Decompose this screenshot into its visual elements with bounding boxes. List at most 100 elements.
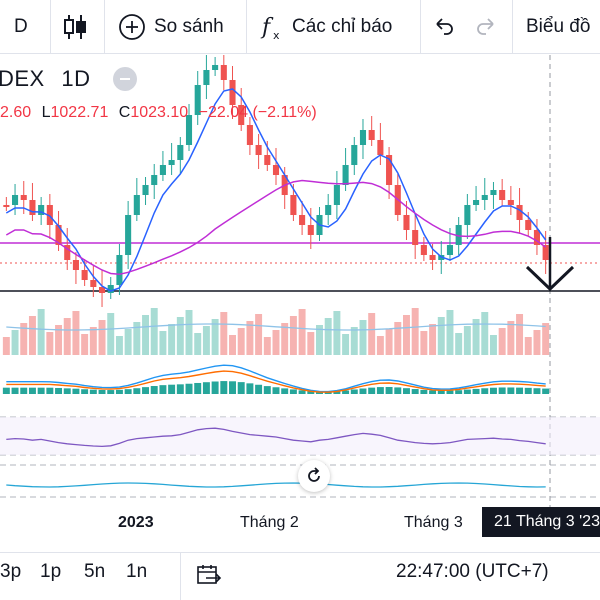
collapse-legend-button[interactable]: [113, 67, 137, 91]
macd-bar: [176, 384, 184, 394]
volume-bar: [159, 331, 167, 355]
candle-body: [38, 205, 45, 215]
interval-button[interactable]: D: [14, 0, 28, 54]
volume-bar: [307, 332, 315, 355]
volume-bar: [542, 323, 550, 355]
volume-bar: [420, 331, 428, 355]
volume-bar: [246, 321, 254, 355]
volume-bar: [63, 318, 71, 355]
volume-bar: [350, 327, 358, 355]
macd-bar: [55, 387, 63, 394]
volume-bar: [316, 325, 323, 355]
candlesticks: [3, 55, 549, 307]
candle-body: [116, 255, 123, 285]
macd-bar: [107, 390, 115, 394]
redo-button[interactable]: [474, 0, 498, 54]
close-value: 1023.10: [130, 104, 189, 121]
candle-body: [533, 230, 540, 245]
undo-button[interactable]: [432, 0, 456, 54]
macd-bar: [533, 388, 541, 394]
volume-bar: [411, 308, 419, 355]
volume-bar: [402, 315, 410, 355]
candle-body: [46, 205, 53, 225]
volume-bar: [507, 321, 515, 355]
volume-bar: [124, 329, 132, 355]
symbol-legend[interactable]: DEX 1D: [0, 66, 91, 92]
reset-icon: [308, 467, 320, 482]
macd-bar: [194, 382, 202, 394]
volume-bar: [498, 328, 506, 355]
close-label: C: [118, 104, 131, 121]
ma-fast-line: [5, 88, 547, 292]
bottom-bar: 3p 1p 5n 1n 22:47:00 (UTC+7): [0, 552, 600, 600]
volume-bar: [107, 313, 115, 355]
macd-bar: [46, 387, 54, 394]
volume-bar: [394, 322, 402, 355]
change-value: −22.04 (−2.11%): [198, 104, 317, 121]
down-arrow-annotation: [525, 237, 575, 292]
macd-bar: [507, 387, 515, 394]
macd-bar: [237, 382, 245, 394]
macd-signal-line: [6, 370, 546, 393]
low-label: L: [41, 104, 51, 121]
ohlc-legend: 2.60 L1022.71 C1023.10 −22.04 (−2.11%): [0, 104, 317, 122]
candle-type-button[interactable]: [62, 0, 88, 54]
range-3m-button[interactable]: 3p: [0, 561, 22, 582]
chart-type-button[interactable]: Biểu đồ: [526, 0, 590, 54]
macd-bar: [394, 387, 402, 394]
chart-area[interactable]: [0, 55, 600, 507]
compare-label: So sánh: [154, 16, 224, 37]
volume-bar: [37, 309, 45, 355]
svg-text:x: x: [273, 29, 280, 42]
date-range-button[interactable]: [196, 563, 222, 593]
volume-bar: [437, 317, 445, 355]
top-toolbar: D So sánh f x Các chỉ báo: [0, 0, 600, 54]
time-label-2023: 2023: [118, 514, 154, 531]
macd-histogram: [2, 381, 550, 394]
candle-body: [55, 225, 62, 245]
indicators-button[interactable]: f x Các chỉ báo: [260, 0, 392, 54]
candle-body: [307, 225, 314, 235]
candle-body: [403, 215, 410, 230]
volume-bar: [263, 337, 271, 355]
range-5d-button[interactable]: 5n: [84, 561, 106, 582]
macd-bar: [263, 386, 271, 394]
candle-body: [177, 145, 184, 160]
toolbar-divider: [512, 0, 513, 54]
time-axis[interactable]: 2023 Tháng 2 Tháng 3: [0, 507, 600, 539]
candle-body: [220, 65, 227, 80]
macd-bar: [289, 389, 297, 394]
range-1m-button[interactable]: 1p: [40, 561, 62, 582]
macd-bar: [81, 389, 89, 394]
volume-bar: [20, 323, 28, 355]
reset-chart-button[interactable]: [298, 460, 330, 492]
candle-body: [72, 260, 79, 270]
volume-bar: [133, 322, 141, 355]
candle-body: [229, 80, 236, 105]
candle-body: [12, 195, 19, 205]
chart-type-label: Biểu đồ: [526, 16, 591, 37]
candle-body: [203, 70, 210, 85]
candle-body: [412, 230, 419, 245]
macd-bar: [516, 387, 524, 394]
candle-body: [351, 145, 358, 165]
macd-bar: [350, 389, 358, 394]
volume-bar: [359, 320, 367, 355]
candle-body: [499, 190, 506, 200]
chart-canvas[interactable]: [0, 55, 600, 507]
volume-ma-line: [6, 323, 546, 331]
macd-bar: [542, 388, 550, 394]
macd-bar: [150, 386, 158, 394]
low-value: 1022.71: [50, 104, 109, 121]
candle-body: [194, 85, 201, 115]
clock-timezone[interactable]: 22:47:00 (UTC+7): [396, 561, 549, 582]
candlestick-icon: [64, 15, 86, 39]
candle-body: [420, 245, 427, 255]
compare-button[interactable]: So sánh: [118, 0, 224, 54]
macd-bar: [2, 387, 10, 394]
volume-bar: [46, 332, 54, 355]
candle-body: [525, 220, 532, 230]
function-icon: f x: [260, 15, 280, 42]
range-1d-button[interactable]: 1n: [126, 561, 148, 582]
macd-bar: [246, 383, 254, 394]
